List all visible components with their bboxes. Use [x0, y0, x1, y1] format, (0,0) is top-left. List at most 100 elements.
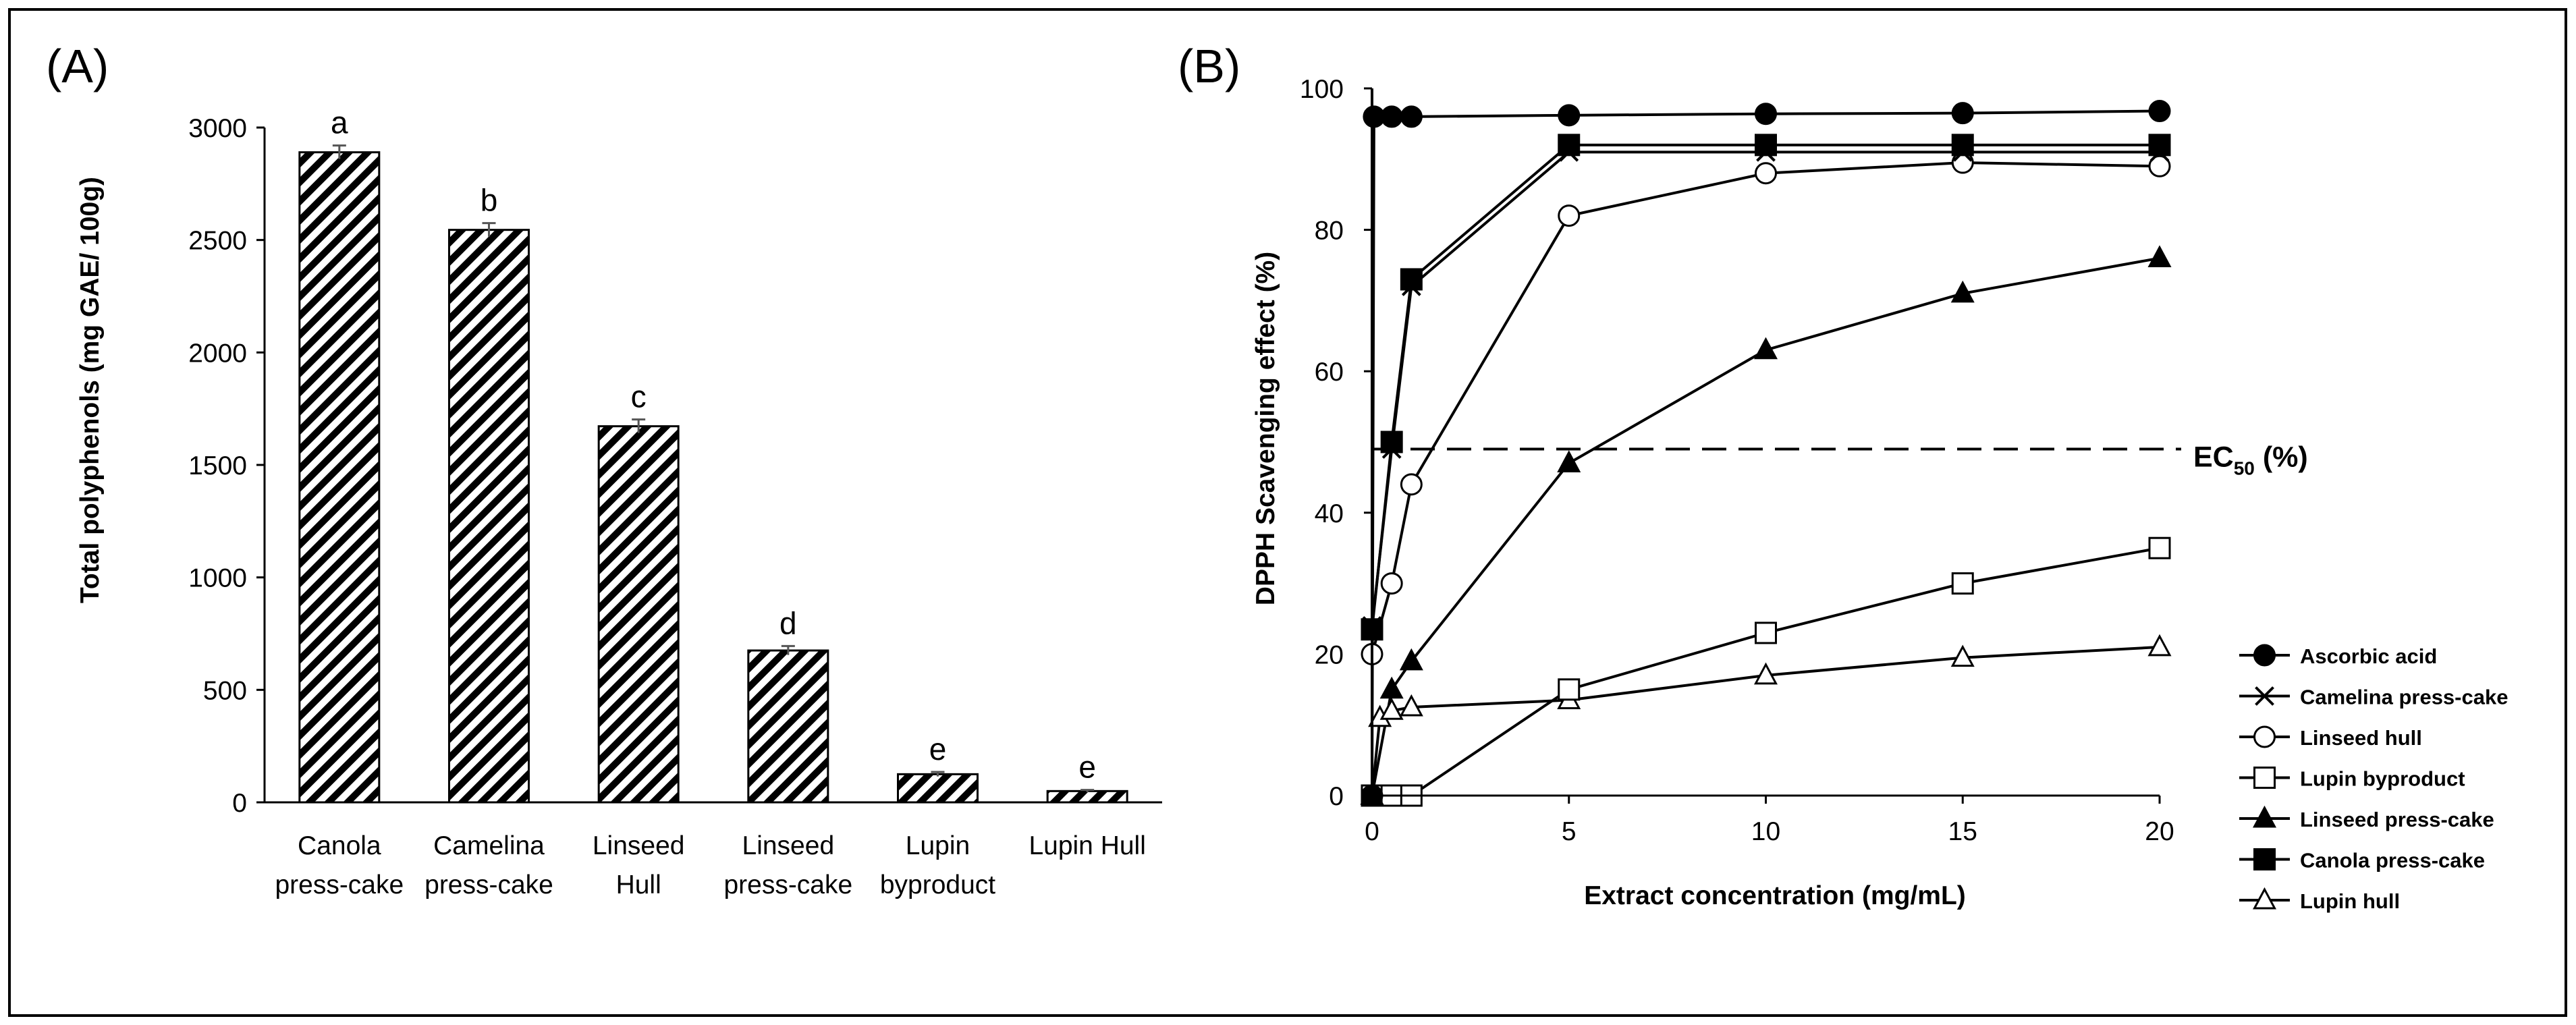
- legend-label: Lupin byproduct: [2300, 767, 2465, 791]
- series-marker: [1755, 103, 1777, 126]
- y-tick-label: 100: [1300, 75, 1344, 104]
- y-tick-label: 2000: [188, 339, 247, 368]
- legend-marker-stroke: [2255, 686, 2274, 706]
- x-tick-label: press-cake: [424, 870, 553, 899]
- panel-b-x-ticks: 0 5 10 15 20: [1365, 796, 2174, 846]
- x-tick-label: Canola: [298, 831, 381, 860]
- series-marker: [1399, 648, 1423, 671]
- significance-letter: e: [929, 731, 947, 767]
- x-tick-label: Lupin Hull: [1029, 831, 1145, 860]
- panel-b-y-ticks: 0 20 40 60 80 100: [1300, 75, 1372, 811]
- series-marker: [1558, 134, 1581, 157]
- bar: [298, 151, 381, 804]
- x-tick-label: 10: [1751, 817, 1780, 846]
- significance-letter: a: [331, 105, 348, 140]
- series-marker: [1558, 204, 1581, 227]
- bar: [1046, 789, 1128, 804]
- significance-letter: b: [481, 183, 498, 218]
- y-tick-label: 1000: [188, 564, 247, 593]
- panel-b-x-axis-label: Extract concentration (mg/mL): [1584, 881, 1966, 910]
- series-marker: [1950, 644, 1975, 667]
- ec50-label-tail: (%): [2255, 441, 2308, 473]
- series-marker: [1400, 473, 1423, 496]
- y-tick-label: 3000: [188, 114, 247, 143]
- y-tick-label: 1500: [188, 451, 247, 480]
- legend-marker: [2253, 725, 2276, 748]
- bar: [747, 649, 829, 804]
- panel-a-y-axis-label: Total polyphenols (mg GAE/ 100g): [76, 177, 105, 603]
- significance-letter: d: [779, 605, 797, 640]
- panel-a-significance-letters: a b c d e e: [331, 105, 1096, 785]
- legend-label: Ascorbic acid: [2300, 644, 2437, 668]
- series-marker: [1379, 676, 1404, 699]
- series-line: [1371, 161, 2160, 655]
- panel-b-ec50-reference: EC50 (%): [1374, 441, 2308, 478]
- series-marker: [1753, 337, 1778, 360]
- y-tick-label: 2500: [188, 227, 247, 256]
- y-tick-label: 500: [203, 676, 247, 705]
- series-marker: [2148, 100, 2171, 123]
- panel-b-series-markers: [1360, 100, 2172, 807]
- x-tick-label: 20: [2145, 817, 2174, 846]
- series-marker: [1399, 694, 1423, 717]
- bar: [897, 773, 979, 804]
- series-marker: [1951, 134, 1974, 157]
- series-marker: [1380, 572, 1403, 595]
- series-marker: [1951, 572, 1974, 595]
- panel-a-y-ticks: 0 500 1000 1500 2000 2500 3000: [188, 114, 265, 818]
- series-marker: [1755, 162, 1777, 185]
- panel-b: (B) DPPH Scavenging effect (%) Extract c…: [1178, 40, 2508, 913]
- legend-marker: [2253, 644, 2276, 667]
- series-marker: [1380, 431, 1403, 453]
- series-marker: [1558, 678, 1581, 701]
- legend-label: Canola press-cake: [2300, 849, 2485, 872]
- panel-b-legend: Ascorbic acid Camelina press-cake Linseed …: [2239, 644, 2508, 913]
- x-tick-label: Linseed: [742, 831, 835, 860]
- legend-marker: [2253, 767, 2276, 789]
- x-tick-label: Linseed: [593, 831, 685, 860]
- series-marker: [1755, 134, 1777, 157]
- series-marker: [2148, 536, 2171, 559]
- panel-b-series-lines: [1371, 109, 2160, 797]
- y-tick-label: 0: [1329, 782, 1344, 811]
- legend-label: Camelina press-cake: [2300, 686, 2508, 709]
- x-tick-label: byproduct: [880, 870, 995, 899]
- series-marker: [1400, 268, 1423, 291]
- x-tick-label: 0: [1365, 817, 1379, 846]
- series-marker: [1400, 105, 1423, 128]
- x-tick-label: press-cake: [723, 870, 852, 899]
- series-marker: [1379, 698, 1404, 720]
- series-marker: [2147, 634, 2172, 657]
- significance-letter: c: [631, 379, 647, 414]
- x-tick-label: Lupin: [906, 831, 970, 860]
- ec50-label-main: EC: [2193, 441, 2234, 473]
- x-tick-label: press-cake: [275, 870, 404, 899]
- y-tick-label: 40: [1315, 499, 1344, 528]
- y-tick-label: 20: [1315, 640, 1344, 669]
- legend-marker: [2255, 686, 2274, 706]
- series-marker: [1755, 621, 1777, 644]
- series-line: [1371, 150, 2160, 626]
- bar: [597, 425, 680, 804]
- x-tick-label: Camelina: [433, 831, 545, 860]
- series-marker: [1558, 104, 1581, 127]
- series-marker: [2147, 245, 2172, 268]
- series-marker: [1950, 280, 1975, 303]
- ec50-label: EC50 (%): [2193, 441, 2308, 478]
- series-marker: [2148, 134, 2171, 157]
- panel-a-bars: [298, 151, 1128, 804]
- panel-a: (A) Total polyphenols (mg GAE/ 100g) 0 50…: [46, 40, 1162, 899]
- x-tick-label: Hull: [616, 870, 661, 899]
- y-tick-label: 60: [1315, 358, 1344, 387]
- figure-frame: [8, 8, 2567, 1017]
- panel-b-label: (B): [1178, 40, 1240, 92]
- legend-marker: [2252, 887, 2277, 910]
- bar: [448, 229, 530, 804]
- x-tick-label: 5: [1562, 817, 1577, 846]
- panel-a-x-tick-labels: Canola press-cake Camelina press-cake Linsee…: [275, 831, 1145, 899]
- y-tick-label: 80: [1315, 217, 1344, 246]
- y-tick-label: 0: [232, 789, 247, 818]
- panel-b-y-axis-label: DPPH Scavenging effect (%): [1251, 252, 1280, 605]
- panel-a-label: (A): [46, 40, 109, 92]
